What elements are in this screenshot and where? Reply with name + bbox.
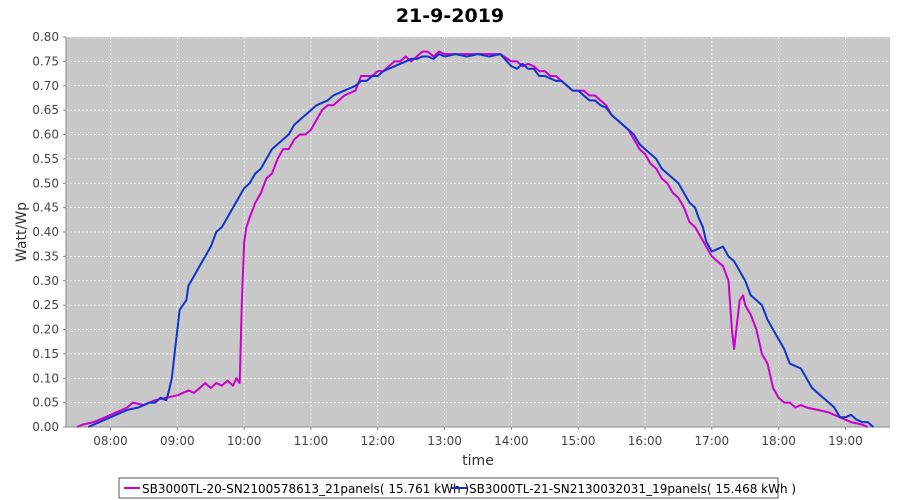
grid-lines [66, 36, 890, 427]
y-tick-label: 0.55 [32, 152, 59, 166]
y-tick-label: 0.45 [32, 201, 59, 215]
x-tick-label: 11:00 [294, 434, 329, 448]
chart-title: 21-9-2019 [396, 5, 504, 27]
series-lines [76, 50, 874, 428]
x-tick-label: 10:00 [227, 434, 262, 448]
x-tick-label: 18:00 [761, 434, 796, 448]
series-line-1 [76, 50, 869, 428]
y-tick-label: 0.40 [32, 225, 59, 239]
x-axis-ticks: 08:00 09:00 10:00 11:00 12:00 13:00 14:00 15:00… [93, 427, 863, 448]
y-tick-label: 0.65 [32, 103, 59, 117]
y-tick-label: 0.05 [32, 396, 59, 410]
x-tick-label: 09:00 [160, 434, 195, 448]
y-tick-label: 0.00 [32, 420, 59, 434]
legend-box [118, 477, 779, 499]
series-line-2 [87, 53, 874, 428]
y-tick-label: 0.35 [32, 249, 59, 263]
y-tick-label: 0.80 [32, 30, 59, 44]
x-tick-label: 17:00 [695, 434, 730, 448]
legend-label-series-2: SB3000TL-21-SN2130032031_19panels( 15.46… [469, 482, 796, 496]
y-tick-label: 0.60 [32, 128, 59, 142]
legend-label-series-1: SB3000TL-20-SN2100578613_21panels( 15.76… [142, 482, 469, 496]
x-axis-label: time [462, 453, 494, 469]
y-tick-label: 0.25 [32, 298, 59, 312]
y-tick-label: 0.15 [32, 347, 59, 361]
x-tick-label: 13:00 [427, 434, 462, 448]
y-tick-label: 0.75 [32, 54, 59, 68]
x-tick-label: 19:00 [828, 434, 863, 448]
y-axis-ticks: 0.00 0.05 0.10 0.15 0.20 0.25 0.30 0.35 0.40 0.45… [32, 30, 66, 434]
x-tick-label: 16:00 [628, 434, 663, 448]
y-tick-label: 0.70 [32, 79, 59, 93]
x-tick-label: 12:00 [360, 434, 395, 448]
y-tick-label: 0.50 [32, 176, 59, 190]
x-tick-label: 08:00 [93, 434, 128, 448]
y-tick-label: 0.30 [32, 274, 59, 288]
y-axis-label: Watt/Wp [14, 202, 30, 262]
x-tick-label: 14:00 [494, 434, 529, 448]
y-tick-label: 0.10 [32, 371, 59, 385]
legend: SB3000TL-20-SN2100578613_21panels( 15.76… [118, 477, 796, 499]
x-tick-label: 15:00 [561, 434, 596, 448]
y-tick-label: 0.20 [32, 323, 59, 337]
